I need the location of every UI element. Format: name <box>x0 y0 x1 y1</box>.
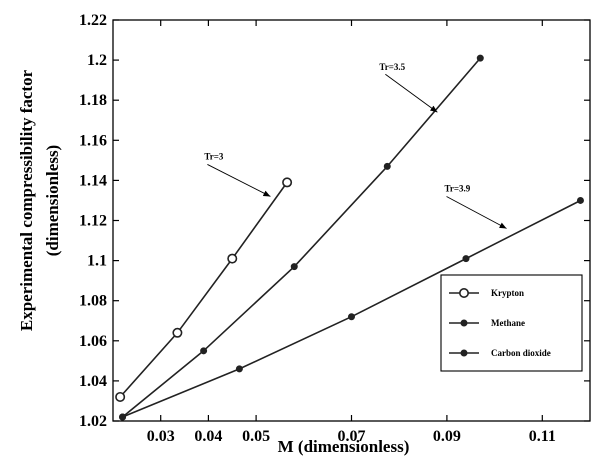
y-axis-title-line1: Experimental compressibility factor <box>17 69 36 331</box>
legend-marker <box>458 287 469 298</box>
series-line <box>121 57 481 418</box>
data-point <box>115 391 126 402</box>
x-tick-label: 0.05 <box>242 428 270 445</box>
legend-label: Methane <box>491 318 525 328</box>
annotation-group: Tr=3.5 <box>379 62 438 113</box>
data-point <box>235 365 243 373</box>
data-point <box>119 413 127 421</box>
annotation-label: Tr=3.5 <box>379 62 405 72</box>
data-point <box>476 54 484 62</box>
legend-item: Methane <box>449 318 525 328</box>
data-point <box>462 255 470 263</box>
x-tick-label: 0.09 <box>433 428 461 445</box>
y-tick-label: 1.04 <box>79 373 107 390</box>
legend-label: Carbon dioxide <box>491 348 551 358</box>
y-tick-label: 1.18 <box>79 92 107 109</box>
data-point <box>172 327 183 338</box>
data-point <box>290 263 298 271</box>
annotations: Tr=3 Tr=3.5 Tr=3.9 <box>204 62 507 229</box>
x-tick-label: 0.04 <box>194 428 222 445</box>
series-krypton <box>115 177 293 402</box>
data-point <box>576 196 584 204</box>
legend-label: Krypton <box>491 288 524 298</box>
y-tick-label: 1.16 <box>79 132 107 149</box>
series-line <box>119 181 288 398</box>
annotation-arrow <box>446 196 507 229</box>
y-tick-label: 1.22 <box>79 12 107 29</box>
axis-ticks: 1.02 1.04 1.06 1.08 1.1 1.12 1.14 1.16 1.18 1.2 1.… <box>79 12 590 445</box>
x-tick-label: 0.07 <box>338 428 366 445</box>
annotation-label: Tr=3 <box>204 151 223 161</box>
legend-marker <box>460 349 468 357</box>
series-lines <box>115 54 584 421</box>
legend-marker <box>460 319 468 327</box>
y-tick-label: 1.02 <box>79 413 107 430</box>
series-methane <box>119 54 484 421</box>
y-tick-label: 1.2 <box>87 52 107 69</box>
legend-item: Krypton <box>449 287 524 298</box>
y-tick-label: 1.06 <box>79 333 107 350</box>
legend: Krypton Methane Carbon dioxide <box>440 274 583 372</box>
y-axis-title: Experimental compressibility factor (dim… <box>17 69 62 331</box>
series-carbon-dioxide <box>119 196 584 421</box>
x-tick-label: 0.03 <box>147 428 175 445</box>
annotation-arrow <box>207 164 271 197</box>
x-axis-title: M (dimensionless) <box>278 437 410 456</box>
annotation-arrow <box>385 73 438 113</box>
annotation-label: Tr=3.9 <box>445 184 471 194</box>
data-point <box>227 253 238 264</box>
annotation-group: Tr=3.9 <box>445 184 507 229</box>
data-point <box>282 177 293 188</box>
y-tick-label: 1.1 <box>87 253 107 270</box>
y-tick-label: 1.08 <box>79 293 107 310</box>
x-tick-label: 0.11 <box>529 428 556 445</box>
data-point <box>200 347 208 355</box>
data-point <box>348 313 355 321</box>
annotation-group: Tr=3 <box>204 151 271 197</box>
data-point <box>383 162 391 170</box>
legend-item: Carbon dioxide <box>449 348 551 358</box>
y-axis-title-line2: (dimensionless) <box>43 145 62 256</box>
y-tick-label: 1.14 <box>79 172 107 189</box>
y-tick-label: 1.12 <box>79 213 107 230</box>
